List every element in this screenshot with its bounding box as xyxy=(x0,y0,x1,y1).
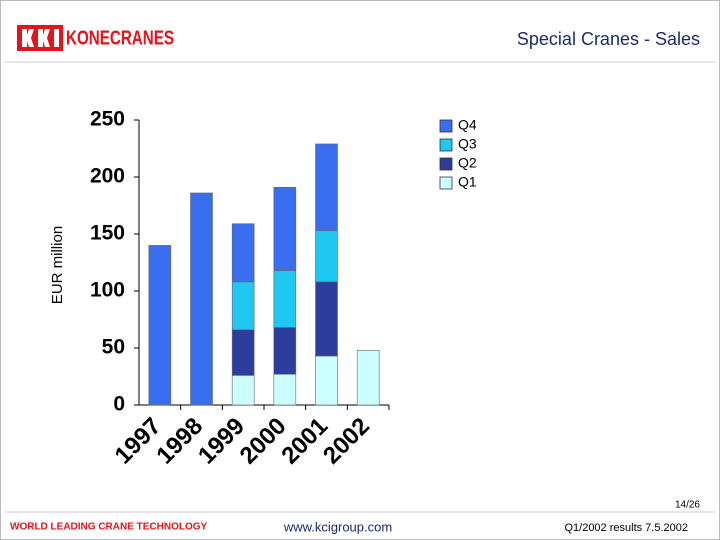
y-tick-label: 250 xyxy=(90,108,125,131)
legend-label: Q4 xyxy=(458,117,477,133)
logo xyxy=(17,25,63,51)
bar-segment xyxy=(315,281,338,357)
legend-label: Q2 xyxy=(458,155,477,171)
y-tick-label: 0 xyxy=(113,393,125,416)
logo-text: KONECRANES xyxy=(66,27,174,49)
slide-title: Special Cranes - Sales xyxy=(517,29,700,49)
legend-swatch xyxy=(439,176,453,190)
logo-mark xyxy=(22,29,59,47)
bar-segment xyxy=(231,375,255,406)
bar-segment xyxy=(148,245,172,406)
bar-segment xyxy=(273,373,297,406)
page-number: 14/26 xyxy=(675,500,700,511)
legend-label: Q1 xyxy=(458,174,477,190)
legend-swatch xyxy=(439,157,453,171)
tagline: WORLD LEADING CRANE TECHNOLOGY xyxy=(10,522,208,533)
y-axis-label: EUR million xyxy=(49,226,66,304)
bar-segment xyxy=(273,327,297,375)
y-tick-label: 100 xyxy=(90,279,125,302)
bar-segment xyxy=(231,281,255,331)
bar-segment xyxy=(356,349,380,406)
y-tick-label: 50 xyxy=(102,336,125,359)
y-tick-label: 150 xyxy=(90,222,125,245)
url: www.kcigroup.com xyxy=(283,519,392,534)
bar-segment xyxy=(273,270,297,328)
y-tick-label: 200 xyxy=(90,165,125,188)
bar-segment xyxy=(231,223,255,283)
bar-segment xyxy=(190,192,213,406)
legend-label: Q3 xyxy=(458,136,477,152)
bar-segment xyxy=(315,355,338,406)
bar-segment xyxy=(315,230,338,283)
legend-swatch xyxy=(439,138,453,152)
legend-swatch xyxy=(439,119,453,133)
footer-date: Q1/2002 results 7.5.2002 xyxy=(564,522,688,534)
bar-segment xyxy=(273,186,297,271)
bar-segment xyxy=(315,143,338,231)
bar-segment xyxy=(231,329,255,376)
